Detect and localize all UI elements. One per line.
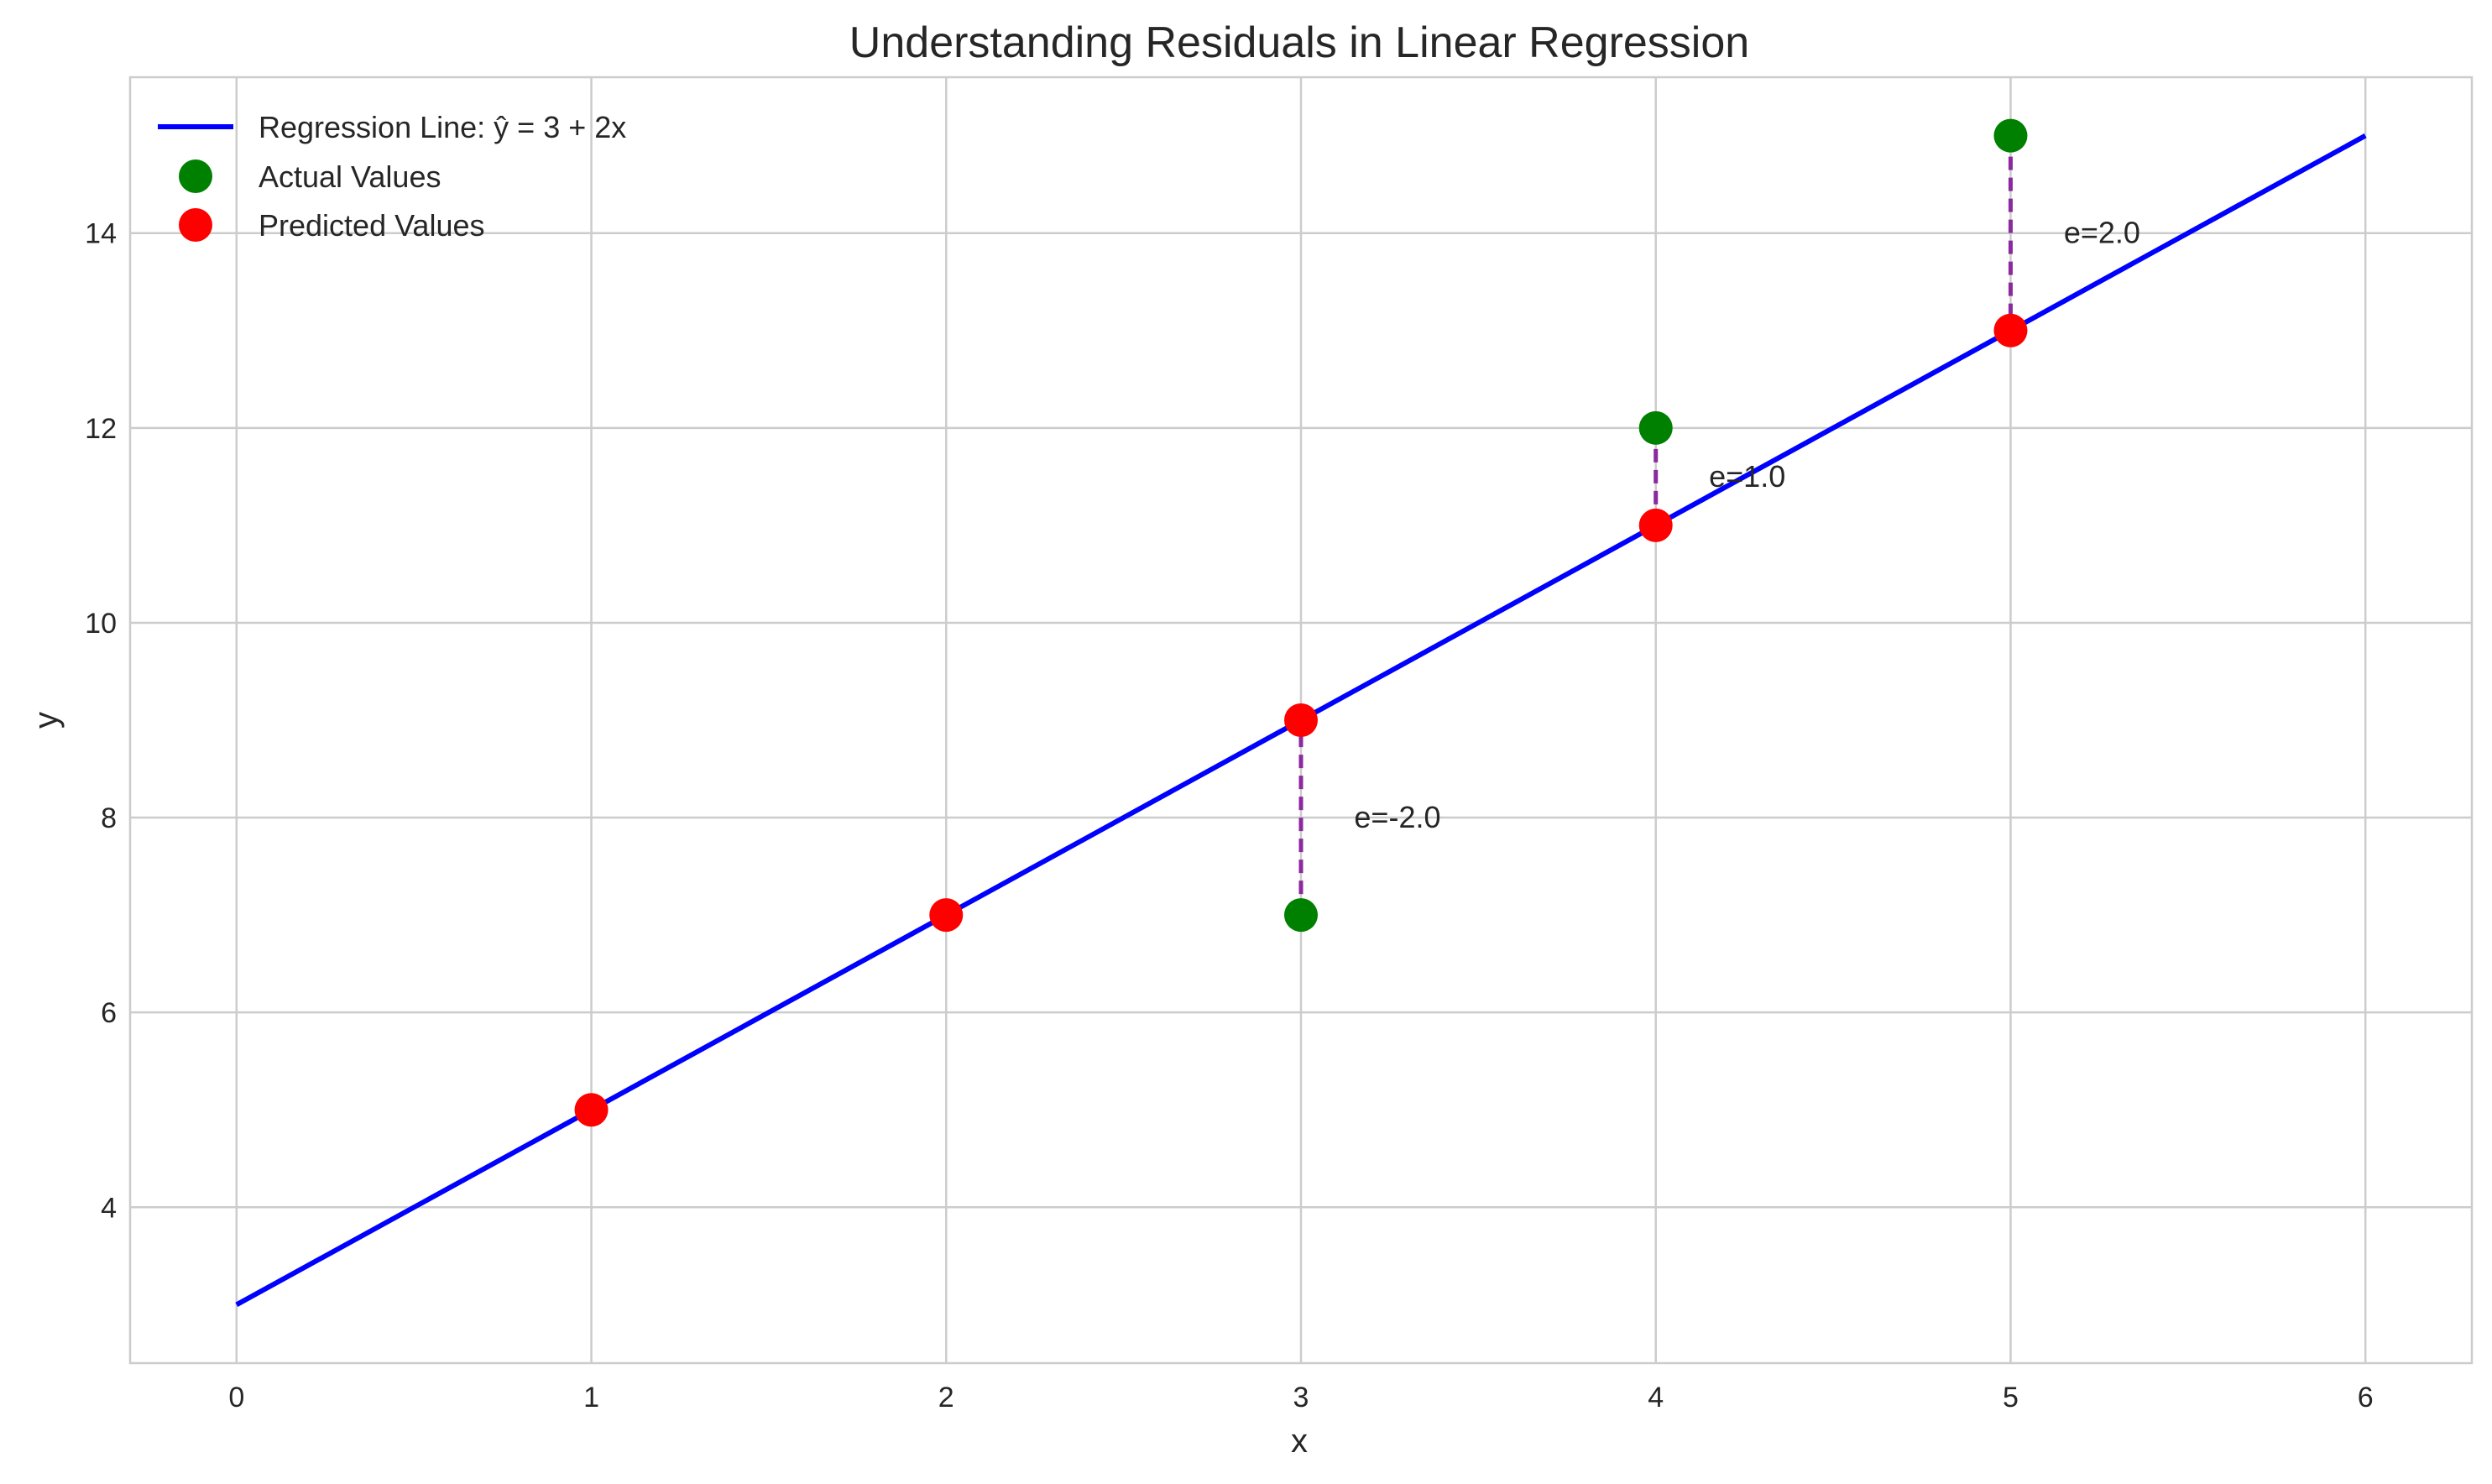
y-tick-label: 8 xyxy=(101,802,117,834)
x-tick-label: 1 xyxy=(583,1382,599,1413)
residual-label: e=2.0 xyxy=(2064,216,2140,250)
actual-value-point xyxy=(1993,118,2028,153)
legend-predicted-label: Predicted Values xyxy=(259,208,485,243)
actual-value-point xyxy=(1638,410,1673,445)
y-tick-label: 6 xyxy=(101,997,117,1029)
legend-actual-marker xyxy=(179,159,212,193)
predicted-value-point xyxy=(929,898,964,933)
plot-frame xyxy=(128,76,2474,1365)
residual-label: e=-2.0 xyxy=(1354,800,1440,834)
x-tick-label: 4 xyxy=(1648,1382,1664,1413)
y-tick-label: 12 xyxy=(85,413,117,445)
predicted-value-point xyxy=(1993,313,2028,347)
legend: Regression Line: ŷ = 3 + 2x Actual Value… xyxy=(158,110,626,243)
y-tick-label: 4 xyxy=(101,1192,117,1224)
legend-actual-label: Actual Values xyxy=(259,159,441,194)
x-tick-label: 2 xyxy=(938,1382,954,1413)
x-tick-label: 3 xyxy=(1293,1382,1309,1413)
x-tick-label: 5 xyxy=(2003,1382,2019,1413)
y-tick-label: 10 xyxy=(85,608,117,640)
x-axis-label: x xyxy=(1291,1423,1308,1460)
x-tick-label: 0 xyxy=(228,1382,244,1413)
y-axis-label: y xyxy=(28,712,65,729)
predicted-value-point xyxy=(1284,703,1318,737)
predicted-value-point xyxy=(574,1093,609,1127)
data-points xyxy=(574,118,2028,1127)
residual-lines xyxy=(1298,135,2013,916)
x-tick-label: 6 xyxy=(2358,1382,2374,1413)
y-tick-label: 14 xyxy=(85,218,117,250)
chart-title: Understanding Residuals in Linear Regres… xyxy=(849,18,1749,67)
residual-annotations: e=-2.0 e=1.0 e=2.0 xyxy=(1354,216,2140,834)
legend-regression-line-label: Regression Line: ŷ = 3 + 2x xyxy=(259,110,626,144)
predicted-value-point xyxy=(1638,508,1673,542)
residual-label: e=1.0 xyxy=(1709,459,1785,494)
legend-predicted-marker xyxy=(179,208,212,242)
actual-value-point xyxy=(1284,898,1318,933)
